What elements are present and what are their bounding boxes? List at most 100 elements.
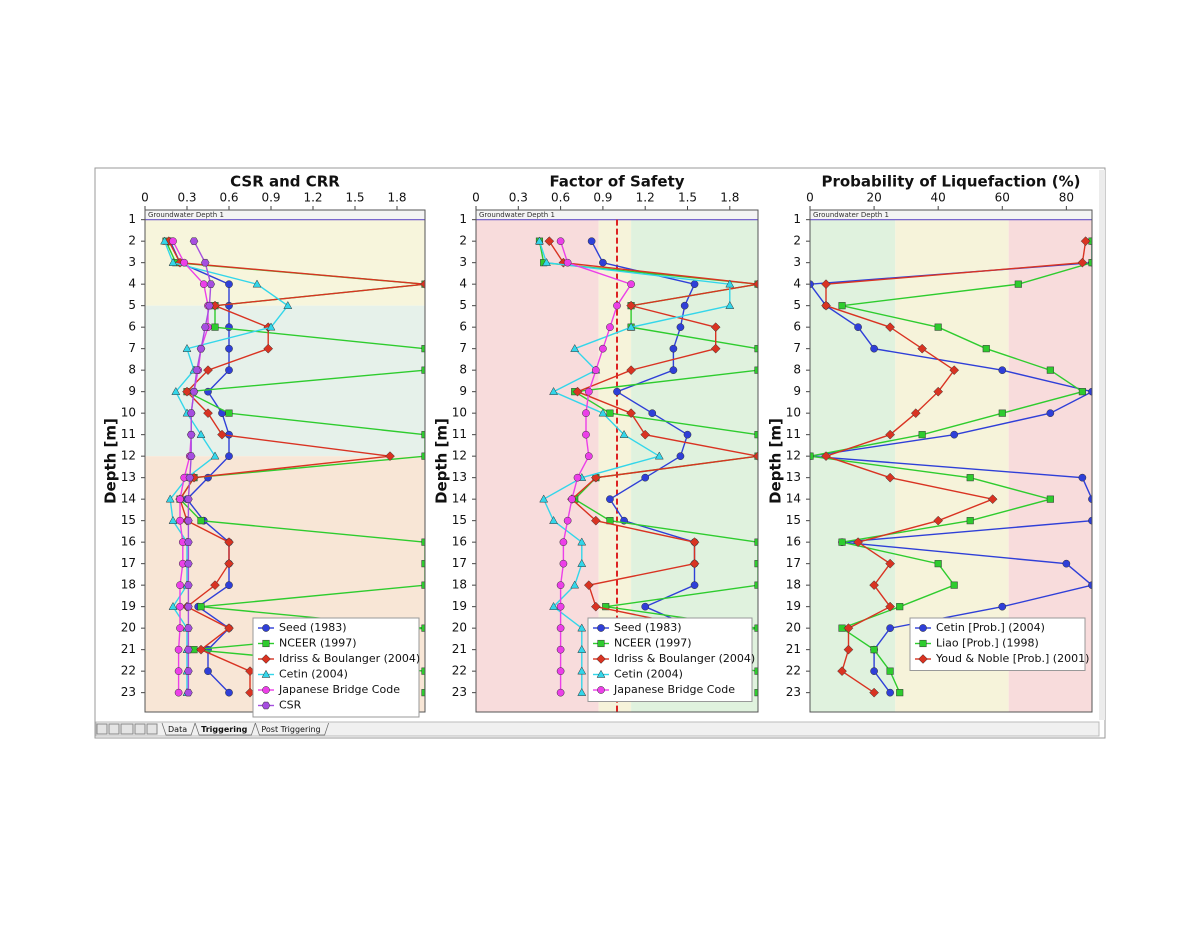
marker: [261, 701, 271, 710]
plot-border: [809, 209, 1093, 713]
x-tick-label: 0: [472, 191, 480, 205]
marker: [421, 538, 425, 546]
y-tick-label: 12: [121, 449, 136, 463]
marker: [385, 451, 395, 462]
marker: [597, 686, 605, 694]
legend-label: Idriss & Boulanger (2004): [279, 652, 420, 665]
marker: [577, 666, 587, 675]
marker: [592, 366, 600, 375]
legend-label: Japanese Bridge Code: [278, 683, 400, 696]
marker: [184, 516, 193, 525]
legend-box: [252, 617, 420, 718]
tab[interactable]: Post Triggering: [261, 725, 320, 734]
first-button[interactable]: [96, 723, 108, 735]
y-tick-label: 8: [459, 363, 467, 377]
marker: [627, 280, 635, 289]
marker: [885, 558, 895, 569]
marker: [168, 515, 178, 524]
marker: [168, 601, 178, 610]
marker: [838, 538, 846, 546]
marker: [619, 429, 629, 438]
marker: [754, 624, 758, 632]
marker: [549, 515, 558, 524]
marker: [542, 257, 551, 266]
y-tick-label: 8: [128, 363, 136, 377]
marker: [225, 688, 233, 697]
tab-bar: [95, 721, 1100, 737]
marker: [933, 515, 944, 526]
marker: [987, 494, 998, 505]
y-tick-label: 15: [121, 513, 136, 527]
marker: [689, 558, 700, 569]
marker: [180, 258, 189, 267]
marker: [577, 537, 587, 546]
marker: [754, 581, 758, 589]
marker: [563, 258, 572, 267]
marker: [725, 300, 735, 309]
y-tick-label: 10: [121, 406, 136, 420]
marker: [203, 408, 213, 419]
marker: [710, 322, 721, 333]
marker: [870, 344, 878, 353]
marker: [821, 451, 831, 462]
marker: [966, 474, 974, 482]
marker: [197, 517, 205, 525]
marker: [869, 687, 879, 698]
x-tick-label: 1.2: [303, 191, 322, 205]
marker: [613, 301, 621, 310]
number-button[interactable]: [120, 723, 134, 735]
x-tick-label: 1.8: [387, 191, 406, 205]
x-tick-label: 0.3: [509, 191, 528, 205]
x-tick-label: 0: [141, 191, 149, 205]
series-line: [810, 241, 1092, 694]
marker: [225, 581, 233, 590]
series-layer: [810, 236, 1092, 698]
marker: [910, 408, 921, 419]
marker: [896, 689, 904, 697]
y-tick-label: 4: [128, 277, 136, 291]
marker: [754, 345, 758, 353]
marker: [199, 280, 208, 289]
marker: [544, 236, 555, 247]
scrollbar[interactable]: [1099, 170, 1105, 720]
marker: [626, 322, 636, 331]
marker: [896, 603, 904, 611]
y-axis-label: Depth [m]: [767, 418, 785, 504]
marker: [184, 667, 193, 675]
y-tick-label: 11: [452, 427, 467, 441]
legend-label: Idriss & Boulanger (2004): [614, 652, 755, 665]
marker: [559, 538, 568, 547]
groundwater-label: Groundwater Depth 1: [148, 211, 224, 219]
marker: [680, 301, 689, 310]
marker: [189, 237, 199, 245]
tab[interactable]: Data: [168, 725, 187, 734]
marker: [577, 558, 587, 567]
prev-button[interactable]: [108, 723, 120, 735]
legend-box: [587, 617, 753, 702]
x-tick-label: 60: [995, 191, 1010, 205]
marker: [584, 452, 593, 461]
marker: [597, 624, 605, 632]
marker: [421, 345, 425, 353]
y-tick-label: 7: [128, 341, 136, 355]
marker: [998, 602, 1007, 611]
y-tick-label: 6: [128, 320, 136, 334]
marker: [690, 581, 699, 590]
series-line: [810, 241, 1092, 693]
legend-label: Cetin [Prob.] (2004): [936, 621, 1045, 634]
marker: [950, 581, 958, 589]
marker: [421, 667, 425, 675]
marker: [596, 654, 606, 664]
marker: [1088, 387, 1092, 396]
marker: [590, 472, 601, 483]
next-button[interactable]: [134, 723, 146, 735]
marker: [577, 644, 587, 653]
marker: [225, 366, 233, 375]
marker: [176, 495, 184, 504]
last-button[interactable]: [146, 723, 158, 735]
marker: [590, 515, 601, 526]
marker: [626, 365, 636, 376]
tab[interactable]: Triggering: [201, 725, 248, 734]
marker: [186, 409, 196, 417]
marker: [1062, 559, 1071, 568]
